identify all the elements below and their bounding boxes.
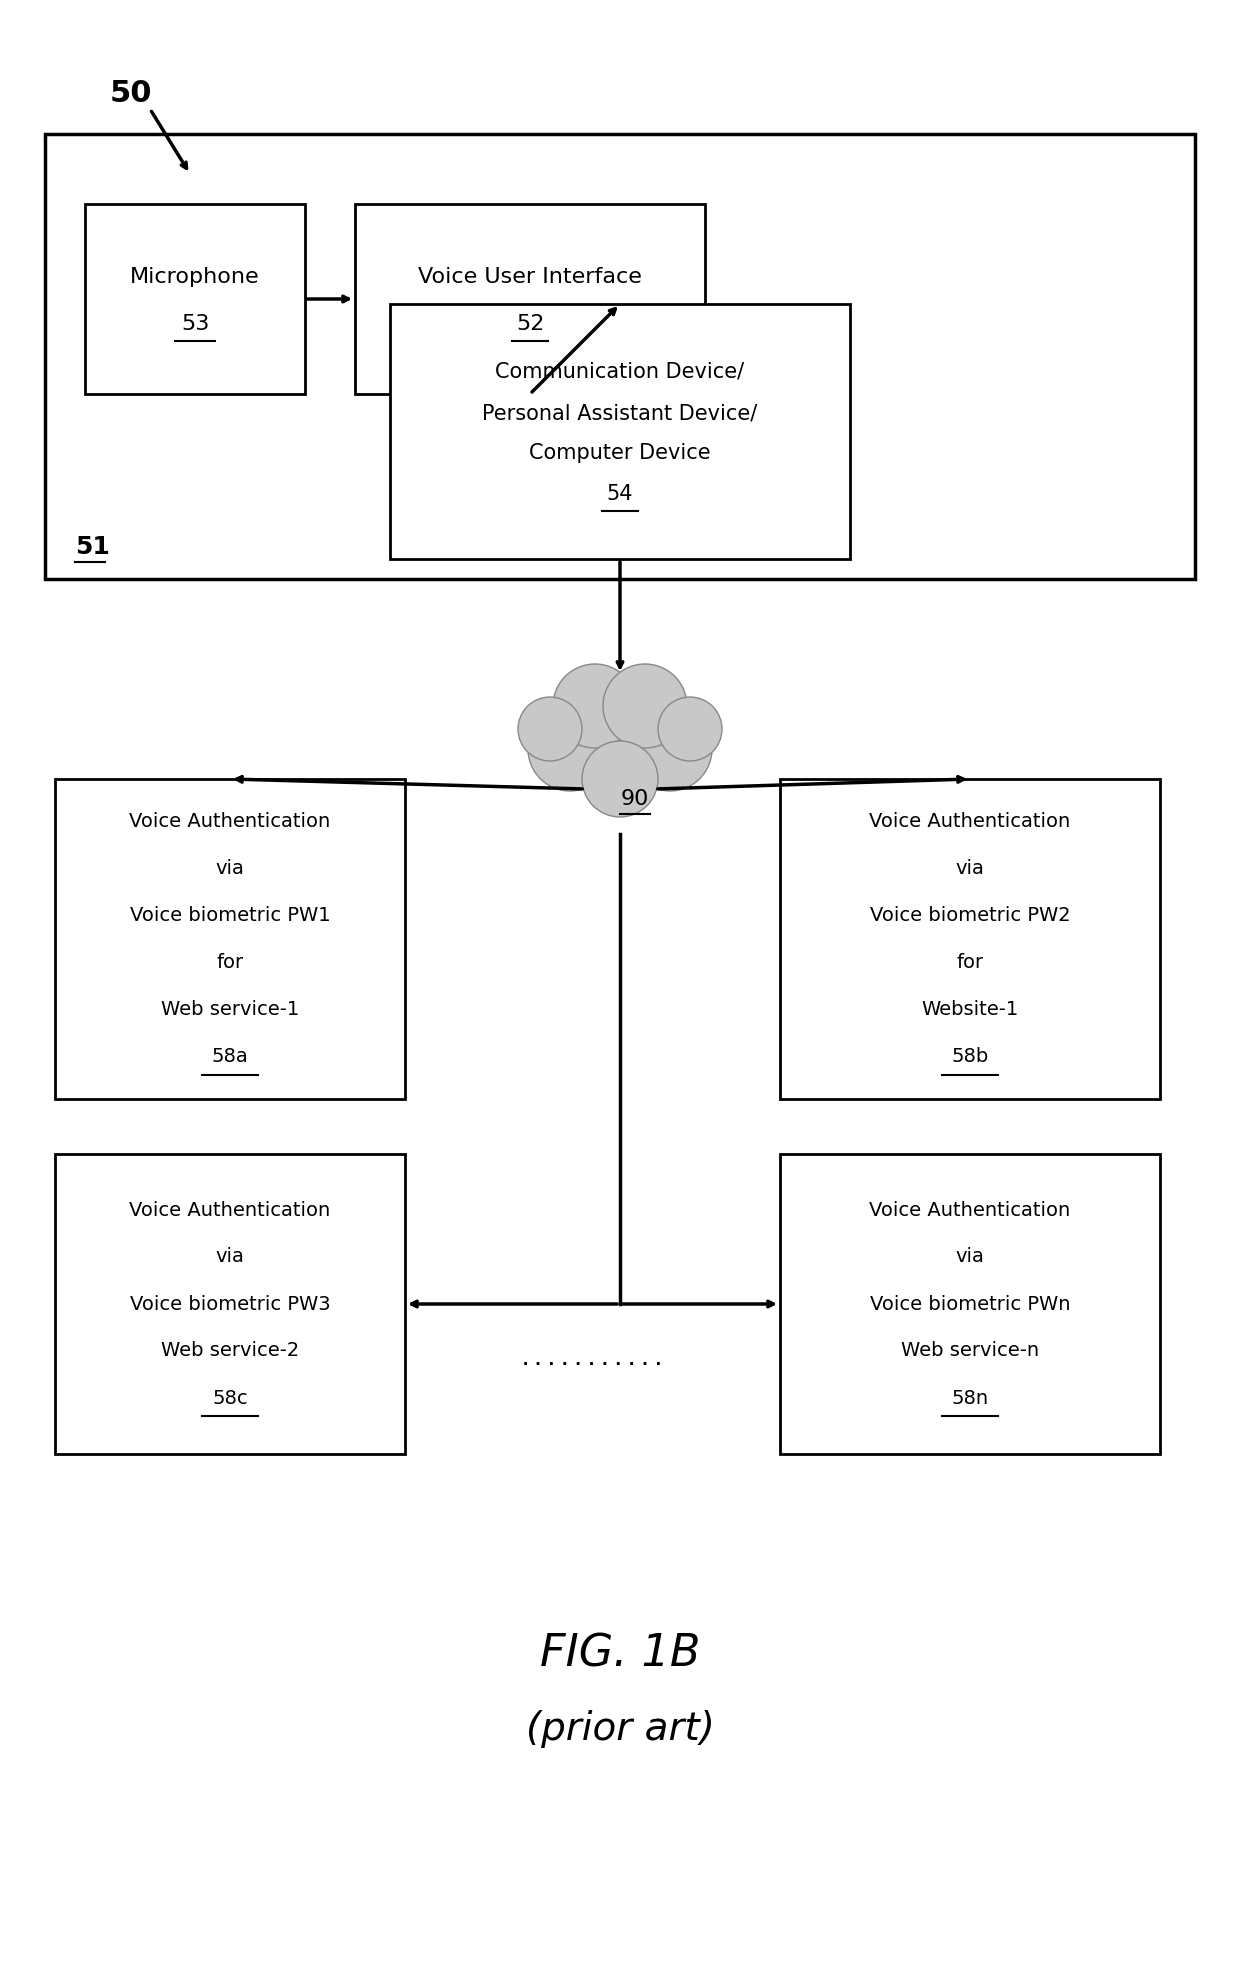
Text: Voice Authentication: Voice Authentication bbox=[129, 811, 331, 831]
Text: Voice biometric PWn: Voice biometric PWn bbox=[869, 1294, 1070, 1313]
Text: Web service-n: Web service-n bbox=[901, 1341, 1039, 1361]
Circle shape bbox=[627, 706, 712, 792]
Text: Voice Authentication: Voice Authentication bbox=[869, 811, 1070, 831]
Text: (prior art): (prior art) bbox=[526, 1710, 714, 1748]
Text: for: for bbox=[956, 952, 983, 972]
Text: 90: 90 bbox=[621, 790, 650, 809]
Text: 53: 53 bbox=[181, 313, 210, 333]
Text: Microphone: Microphone bbox=[130, 268, 260, 288]
Circle shape bbox=[565, 679, 675, 790]
Text: Web service-2: Web service-2 bbox=[161, 1341, 299, 1361]
Text: via: via bbox=[216, 859, 244, 879]
Text: ...........: ........... bbox=[518, 1349, 666, 1369]
Text: Voice Authentication: Voice Authentication bbox=[129, 1200, 331, 1220]
Text: via: via bbox=[216, 1248, 244, 1266]
Text: 58c: 58c bbox=[212, 1389, 248, 1407]
Text: via: via bbox=[956, 859, 985, 879]
Text: 58n: 58n bbox=[951, 1389, 988, 1407]
Circle shape bbox=[518, 696, 582, 762]
Text: FIG. 1B: FIG. 1B bbox=[539, 1633, 701, 1676]
Circle shape bbox=[553, 665, 637, 748]
Text: Website-1: Website-1 bbox=[921, 1000, 1018, 1020]
Text: Voice biometric PW1: Voice biometric PW1 bbox=[130, 907, 330, 925]
Text: Computer Device: Computer Device bbox=[529, 444, 711, 464]
Text: 54: 54 bbox=[606, 484, 634, 504]
Text: 58b: 58b bbox=[951, 1048, 988, 1065]
FancyBboxPatch shape bbox=[55, 780, 405, 1099]
Text: for: for bbox=[217, 952, 243, 972]
Circle shape bbox=[582, 740, 658, 817]
FancyBboxPatch shape bbox=[45, 135, 1195, 579]
FancyBboxPatch shape bbox=[391, 304, 849, 559]
Text: Voice User Interface: Voice User Interface bbox=[418, 268, 642, 288]
Text: Web service-1: Web service-1 bbox=[161, 1000, 299, 1020]
FancyBboxPatch shape bbox=[780, 780, 1159, 1099]
Text: 50: 50 bbox=[110, 79, 153, 109]
Text: Voice biometric PW2: Voice biometric PW2 bbox=[869, 907, 1070, 925]
FancyBboxPatch shape bbox=[355, 204, 706, 395]
Text: Voice biometric PW3: Voice biometric PW3 bbox=[130, 1294, 330, 1313]
Text: Personal Assistant Device/: Personal Assistant Device/ bbox=[482, 403, 758, 423]
Text: Voice Authentication: Voice Authentication bbox=[869, 1200, 1070, 1220]
Text: 58a: 58a bbox=[212, 1048, 248, 1065]
FancyBboxPatch shape bbox=[780, 1155, 1159, 1454]
FancyBboxPatch shape bbox=[55, 1155, 405, 1454]
FancyBboxPatch shape bbox=[86, 204, 305, 395]
Circle shape bbox=[528, 706, 613, 792]
Circle shape bbox=[603, 665, 687, 748]
Text: via: via bbox=[956, 1248, 985, 1266]
Text: 51: 51 bbox=[74, 536, 110, 559]
Text: Communication Device/: Communication Device/ bbox=[496, 361, 744, 381]
Circle shape bbox=[658, 696, 722, 762]
Text: 52: 52 bbox=[516, 313, 544, 333]
